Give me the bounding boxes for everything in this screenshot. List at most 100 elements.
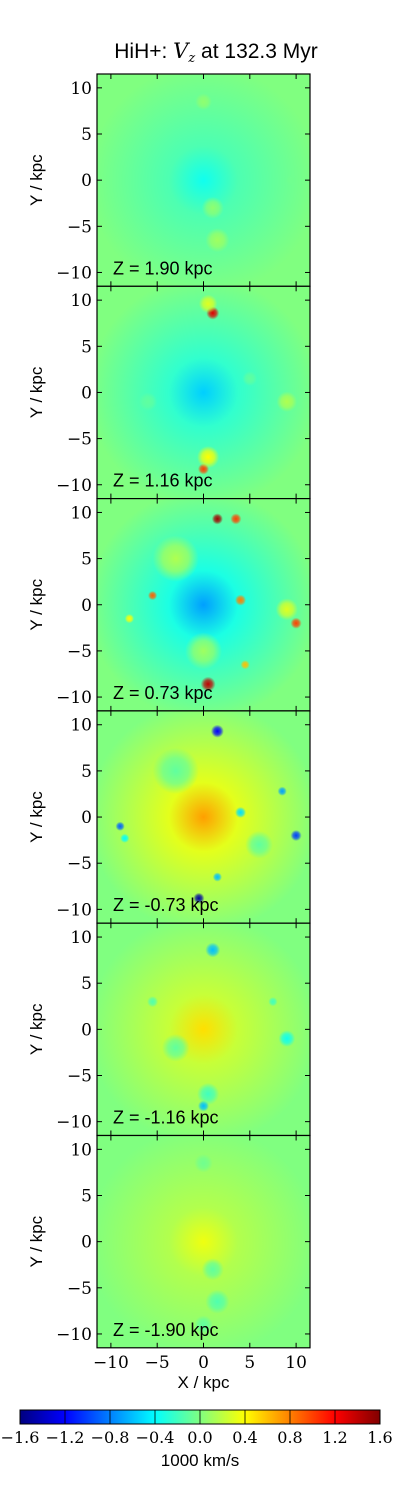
y-tick-label: −5 xyxy=(67,217,92,237)
x-tick-label: 10 xyxy=(285,1353,307,1373)
y-tick-label: 5 xyxy=(81,1186,92,1206)
heatmap-feature xyxy=(194,1153,213,1173)
y-tick-label: 10 xyxy=(70,1140,92,1160)
heatmap-feature xyxy=(195,93,212,111)
colorbar-label: 1000 km/s xyxy=(161,1451,239,1470)
heatmap-feature xyxy=(290,617,302,629)
x-tick-label: −10 xyxy=(93,1353,129,1373)
heatmap-feature xyxy=(211,513,223,525)
y-tick-label: 10 xyxy=(70,716,92,736)
heatmap-core xyxy=(97,923,310,1136)
y-tick-label: 0 xyxy=(81,171,92,191)
panel-5: −10 −5 0 5 10 Y / kpc Z = -1.16 kpc xyxy=(27,922,311,1137)
panel-3: −10 −5 0 5 10 Y / kpc Z = 0.73 kpc xyxy=(27,498,311,712)
heatmap-feature xyxy=(276,391,298,412)
x-tick-label: 5 xyxy=(244,1353,255,1373)
heatmap-feature xyxy=(184,632,223,670)
y-tick-label: 5 xyxy=(81,337,92,357)
title-suffix: at 132.3 Myr xyxy=(195,40,318,63)
heatmap-feature xyxy=(193,892,205,904)
x-tick-label: 0 xyxy=(198,1353,209,1373)
y-tick-label: 10 xyxy=(70,928,92,948)
panel-z-label: Z = -1.90 kpc xyxy=(113,1320,219,1340)
x-axis-label: X / kpc xyxy=(178,1373,230,1392)
heatmap-feature xyxy=(290,829,302,842)
colorbar-tick-label: 1.6 xyxy=(367,1428,392,1447)
y-tick-label: 10 xyxy=(70,503,92,523)
y-tick-label: 5 xyxy=(81,762,92,782)
y-tick-label: 0 xyxy=(81,808,92,828)
heatmap-feature xyxy=(197,1082,220,1106)
y-tick-label: 0 xyxy=(81,596,92,616)
heatmap-feature xyxy=(205,228,230,253)
heatmap-core xyxy=(97,710,310,924)
y-tick-label: 5 xyxy=(81,125,92,145)
heatmap-feature xyxy=(152,747,199,795)
y-tick-label: 0 xyxy=(81,1233,92,1253)
heatmap-feature xyxy=(201,1258,224,1281)
y-tick-label: −5 xyxy=(67,430,92,450)
colorbar-tick-label: −1.2 xyxy=(46,1428,85,1447)
colorbar-tick-label: −0.8 xyxy=(91,1428,130,1447)
heatmap-feature xyxy=(205,942,221,958)
y-axis-label: Y / kpc xyxy=(27,791,46,843)
heatmap-feature xyxy=(205,1289,230,1314)
colorbar-tick-label: −0.4 xyxy=(136,1428,175,1447)
heatmap-core xyxy=(97,498,310,711)
y-tick-label: −5 xyxy=(67,642,92,662)
heatmap-feature xyxy=(275,598,298,621)
heatmap-feature xyxy=(285,174,298,186)
y-axis-label: Y / kpc xyxy=(27,154,46,206)
y-tick-label: 0 xyxy=(81,383,92,403)
heatmap-feature xyxy=(115,821,125,831)
y-axis-label: Y / kpc xyxy=(27,366,46,418)
panel-z-label: Z = -0.73 kpc xyxy=(113,895,219,915)
title-prefix: HiH+: xyxy=(114,40,173,63)
heatmap-feature xyxy=(147,996,159,1008)
heatmap-feature xyxy=(277,786,287,796)
heatmap-feature xyxy=(198,294,218,314)
heatmap-core xyxy=(97,286,310,499)
heatmap-feature xyxy=(161,1033,190,1062)
heatmap-feature xyxy=(240,660,250,670)
heatmap-feature xyxy=(197,445,220,469)
heatmap-feature xyxy=(138,392,158,411)
colorbar-tick-label: 0.4 xyxy=(232,1428,257,1447)
colorbar-tick-label: 0.0 xyxy=(187,1428,212,1447)
panel-4: −10 −5 0 5 10 Y / kpc Z = -0.73 kpc xyxy=(27,710,311,924)
colorbar-tick-label: 1.2 xyxy=(322,1428,347,1447)
y-tick-label: 0 xyxy=(81,1020,92,1040)
y-tick-label: −10 xyxy=(56,1113,92,1133)
panel-2: −10 −5 0 5 10 Y / kpc Z = 1.16 kpc xyxy=(27,285,311,500)
panel-6: −10 −5 0 5 10 Y / kpc Z = -1.90 kpc xyxy=(27,1134,311,1349)
colorbar-tick-label: 0.8 xyxy=(277,1428,302,1447)
heatmap-feature xyxy=(147,590,158,601)
heatmap-feature xyxy=(245,830,273,859)
heatmap-feature xyxy=(194,1315,213,1334)
x-tick-label: −5 xyxy=(145,1353,170,1373)
heatmap-feature xyxy=(200,676,216,692)
title-subscript: z xyxy=(187,51,195,66)
heatmap-feature xyxy=(124,613,135,624)
y-axis-label: Y / kpc xyxy=(27,1215,46,1267)
figure-title: HiH+: Vz at 132.3 Myr xyxy=(114,39,318,66)
y-tick-label: 5 xyxy=(81,550,92,570)
y-tick-label: −10 xyxy=(56,900,92,920)
y-tick-label: −10 xyxy=(56,688,92,708)
panel-1: −10 −5 0 5 10 Y / kpc Z = 1.90 kpc xyxy=(27,73,311,287)
panel-stack: −10 −5 0 5 10 Y / kpc Z = 1.90 kpc −10 −5 0 5 10 Y /… xyxy=(27,73,311,1392)
colorbar-tick-label: −1.6 xyxy=(1,1428,40,1447)
y-tick-label: 10 xyxy=(70,291,92,311)
heatmap-feature xyxy=(242,371,258,387)
heatmap-feature xyxy=(152,535,199,582)
panel-z-label: Z = -1.16 kpc xyxy=(113,1108,219,1128)
heatmap-feature xyxy=(278,1030,296,1047)
y-tick-label: −10 xyxy=(56,1325,92,1345)
panel-z-label: Z = 1.90 kpc xyxy=(113,258,213,278)
panel-z-label: Z = 1.16 kpc xyxy=(113,471,213,491)
y-axis-label: Y / kpc xyxy=(27,578,46,630)
y-tick-label: 10 xyxy=(70,79,92,99)
heatmap-feature xyxy=(210,724,224,738)
heatmap-core xyxy=(97,74,310,287)
y-tick-label: 5 xyxy=(81,974,92,994)
